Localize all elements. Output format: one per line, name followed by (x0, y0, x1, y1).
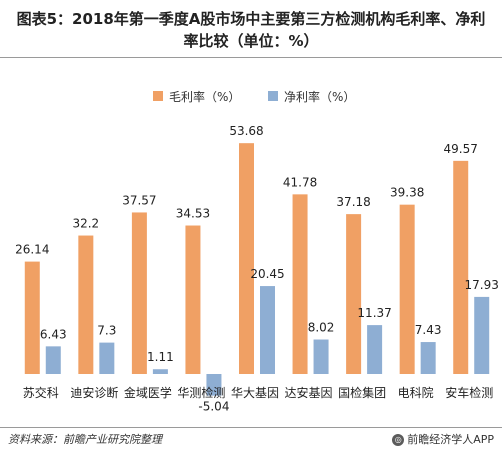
bar-net-5 (313, 339, 329, 374)
category-label-6: 国检集团 (338, 385, 386, 400)
value-label-net-5: 8.02 (308, 321, 335, 335)
legend-swatch-net (268, 91, 278, 101)
bar-net-0 (45, 346, 61, 374)
category-label-1: 迪安诊断 (70, 385, 118, 400)
bar-net-3 (206, 374, 222, 396)
bar-gross-4 (239, 143, 254, 374)
bar-gross-8 (453, 160, 469, 374)
value-label-gross-5: 41.78 (283, 175, 317, 189)
footer-divider (0, 427, 502, 428)
bar-net-1 (99, 342, 115, 374)
bar-net-6 (367, 325, 383, 374)
bar-gross-2 (131, 212, 147, 374)
value-label-gross-4: 53.68 (229, 124, 263, 138)
value-label-net-0: 6.43 (40, 327, 67, 341)
value-label-net-7: 7.43 (415, 323, 442, 337)
legend-swatch-gross (153, 91, 163, 101)
value-label-net-2: 1.11 (147, 350, 174, 364)
value-label-net-6: 11.37 (357, 306, 391, 320)
bar-net-4 (260, 286, 275, 374)
category-label-2: 金域医学 (124, 385, 172, 400)
title-divider (0, 57, 502, 58)
bar-gross-3 (185, 225, 201, 374)
value-label-gross-2: 37.57 (122, 193, 156, 207)
legend: 毛利率（%） 净利率（%） (153, 89, 355, 104)
brand-name: 前瞻经济学人APP (407, 433, 494, 446)
value-label-net-3: -5.04 (198, 400, 229, 414)
category-label-0: 苏交科 (23, 385, 59, 400)
bar-net-2 (152, 369, 168, 374)
source-note: 资料来源：前瞻产业研究院整理 (8, 433, 162, 446)
bars-layer (24, 143, 490, 396)
value-label-net-4: 20.45 (250, 267, 284, 281)
value-label-gross-0: 26.14 (15, 243, 49, 257)
category-label-8: 安车检测 (445, 385, 493, 400)
bar-gross-1 (78, 235, 94, 374)
bar-gross-5 (292, 194, 308, 374)
value-label-net-1: 7.3 (97, 324, 116, 338)
value-label-gross-6: 37.18 (336, 195, 370, 209)
bar-gross-6 (346, 214, 362, 374)
value-label-gross-1: 32.2 (72, 217, 99, 231)
value-label-gross-8: 49.57 (444, 142, 478, 156)
category-label-4: 华大基因 (231, 386, 279, 400)
logo-icon: ◎ (392, 434, 405, 446)
legend-label-net: 净利率（%） (284, 89, 355, 104)
category-label-5: 达安基因 (285, 385, 333, 400)
bar-gross-0 (24, 261, 40, 374)
labels-layer: 26.14 6.43 苏交科 32.2 7.3 迪安诊断 37.57 1.11 金域医学 34.5… (15, 124, 499, 413)
legend-label-gross: 毛利率（%） (169, 89, 240, 104)
bar-net-8 (474, 296, 490, 374)
category-label-3: 华测检测 (177, 385, 225, 400)
bar-net-7 (420, 342, 436, 374)
brand-credit: ◎ 前瞻经济学人APP (392, 432, 494, 448)
value-label-gross-7: 39.38 (390, 186, 424, 200)
value-label-net-8: 17.93 (465, 278, 499, 292)
category-label-7: 电科院 (398, 386, 434, 400)
value-label-gross-3: 34.53 (176, 207, 210, 221)
chart-title: 图表5：2018年第一季度A股市场中主要第三方检测机构毛利率、净利率比较（单位：… (16, 10, 486, 50)
bar-gross-7 (399, 204, 415, 374)
